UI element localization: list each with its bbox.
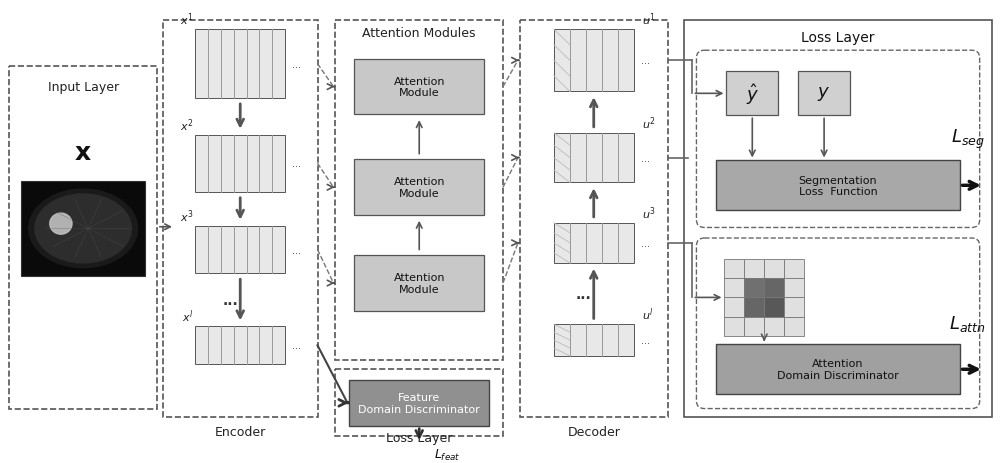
Text: $x^{3}$: $x^{3}$: [180, 207, 193, 224]
Text: ...: ...: [222, 293, 238, 307]
Bar: [798, 72, 850, 116]
Text: $y$: $y$: [817, 85, 831, 103]
Text: ...: ...: [641, 238, 650, 248]
Text: $\mathbf{x}$: $\mathbf{x}$: [74, 140, 92, 164]
Bar: [764, 279, 784, 298]
Bar: [195, 30, 285, 99]
Text: ...: ...: [641, 56, 650, 66]
Bar: [724, 279, 744, 298]
Bar: [744, 298, 764, 317]
Bar: [195, 326, 285, 365]
Text: $L_{seg}$: $L_{seg}$: [951, 128, 985, 151]
Bar: [724, 260, 744, 279]
Bar: [21, 181, 145, 277]
Bar: [520, 20, 668, 417]
Bar: [335, 369, 503, 437]
Text: $u^{l}$: $u^{l}$: [642, 306, 653, 323]
Bar: [354, 60, 484, 115]
Bar: [335, 20, 503, 360]
Bar: [554, 325, 634, 356]
Text: ...: ...: [292, 60, 301, 69]
Bar: [784, 260, 804, 279]
Text: ...: ...: [292, 159, 301, 169]
Text: $u^{3}$: $u^{3}$: [642, 205, 655, 221]
Bar: [195, 135, 285, 193]
Text: Encoder: Encoder: [215, 425, 266, 438]
Ellipse shape: [50, 213, 72, 235]
Text: Decoder: Decoder: [567, 425, 620, 438]
Ellipse shape: [35, 194, 131, 263]
Text: $u^{2}$: $u^{2}$: [642, 115, 655, 131]
Text: ...: ...: [292, 245, 301, 255]
Bar: [354, 256, 484, 311]
Text: Attention
Module: Attention Module: [393, 77, 445, 98]
Ellipse shape: [29, 190, 138, 268]
Text: Loss Layer: Loss Layer: [801, 31, 875, 45]
Text: Input Layer: Input Layer: [48, 81, 119, 94]
Bar: [784, 317, 804, 336]
Text: ...: ...: [292, 341, 301, 350]
Text: Attention Modules: Attention Modules: [362, 27, 476, 40]
Bar: [764, 317, 784, 336]
Text: $x^{2}$: $x^{2}$: [180, 117, 193, 133]
Text: $x^{l}$: $x^{l}$: [182, 308, 193, 325]
Bar: [349, 380, 489, 426]
Bar: [716, 344, 960, 394]
Text: ...: ...: [641, 153, 650, 163]
Bar: [764, 260, 784, 279]
Bar: [744, 317, 764, 336]
Text: Attention
Domain Discriminator: Attention Domain Discriminator: [777, 359, 899, 380]
Bar: [9, 66, 157, 409]
Bar: [724, 317, 744, 336]
Bar: [684, 20, 992, 417]
Text: Attention
Module: Attention Module: [393, 177, 445, 199]
Text: Attention
Module: Attention Module: [393, 273, 445, 294]
Text: Feature
Domain Discriminator: Feature Domain Discriminator: [358, 392, 480, 414]
Bar: [554, 30, 634, 92]
Text: ...: ...: [641, 335, 650, 345]
Bar: [744, 260, 764, 279]
Bar: [744, 279, 764, 298]
Bar: [354, 160, 484, 216]
Text: $L_{attn}$: $L_{attn}$: [949, 313, 986, 333]
Bar: [716, 161, 960, 211]
Text: Loss Layer: Loss Layer: [386, 431, 452, 444]
Bar: [726, 72, 778, 116]
Bar: [554, 133, 634, 183]
Bar: [554, 223, 634, 263]
Text: Segmentation
Loss  Function: Segmentation Loss Function: [799, 175, 877, 197]
Bar: [195, 226, 285, 274]
Text: $x^{1}$: $x^{1}$: [180, 12, 193, 28]
Bar: [764, 298, 784, 317]
Bar: [784, 298, 804, 317]
Bar: [163, 20, 318, 417]
Bar: [784, 279, 804, 298]
Text: $u^{1}$: $u^{1}$: [642, 12, 655, 28]
Text: $L_{feat}$: $L_{feat}$: [434, 447, 461, 462]
Text: $\hat{y}$: $\hat{y}$: [746, 82, 759, 106]
Text: ...: ...: [576, 287, 592, 301]
Bar: [724, 298, 744, 317]
